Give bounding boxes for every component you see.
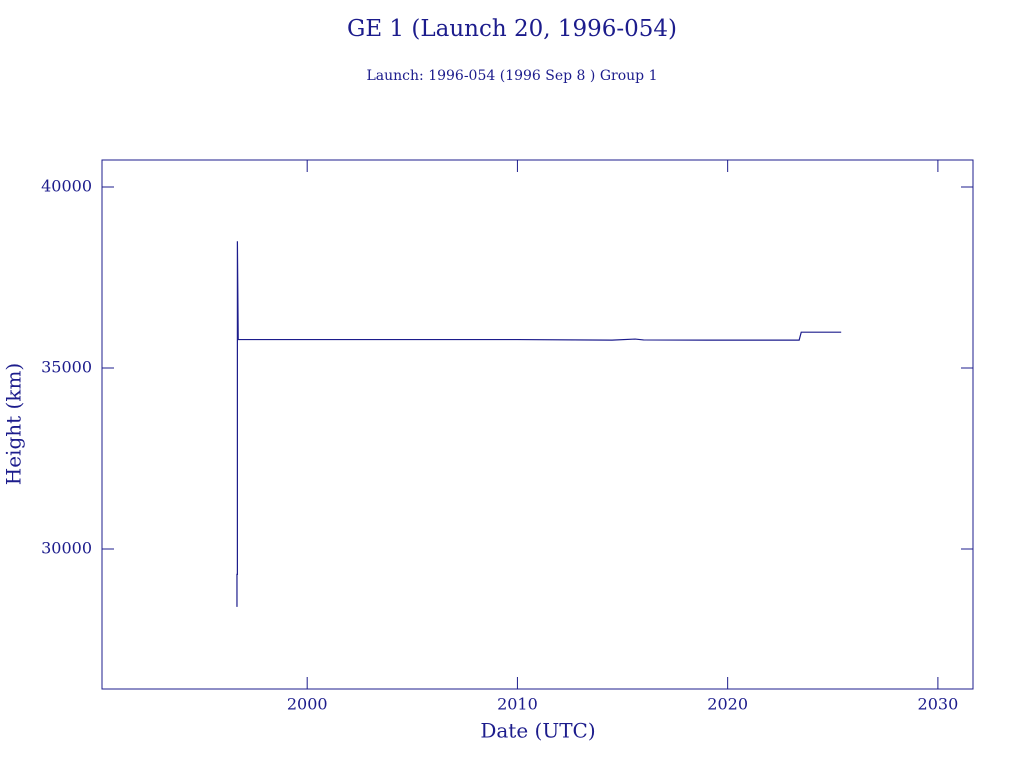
plot-frame	[101, 159, 974, 690]
y-tick-label: 40000	[41, 177, 92, 196]
y-axis-label: Height (km)	[2, 363, 26, 485]
x-tick-label: 2010	[497, 695, 538, 714]
x-axis-label: Date (UTC)	[480, 719, 595, 743]
x-tick-label: 2020	[707, 695, 748, 714]
height-line	[236, 241, 842, 607]
chart-title: GE 1 (Launch 20, 1996-054)	[347, 16, 677, 42]
y-tick-label: 35000	[41, 358, 92, 377]
x-tick-label: 2030	[918, 695, 959, 714]
y-tick-label: 30000	[41, 539, 92, 558]
x-tick-label: 2000	[287, 695, 328, 714]
chart-subtitle: Launch: 1996-054 (1996 Sep 8 ) Group 1	[367, 68, 658, 84]
